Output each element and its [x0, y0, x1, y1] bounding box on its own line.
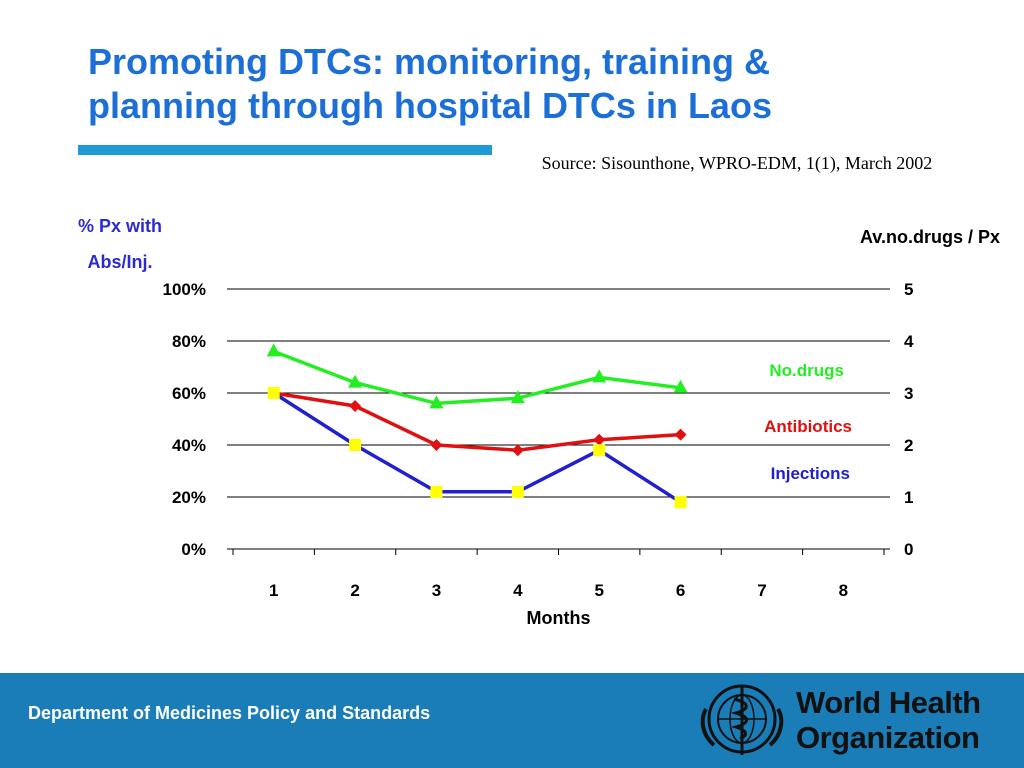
title-underline: [78, 145, 492, 155]
left-axis-title: % Px with Abs/Inj.: [50, 208, 190, 280]
footer-bar: Department of Medicines Policy and Stand…: [0, 673, 1024, 768]
data-point: [673, 379, 688, 393]
series-label: No.drugs: [769, 361, 844, 380]
data-point: [593, 444, 606, 457]
y-tick-label-left: 100%: [163, 280, 206, 299]
y-tick-label-right: 1: [904, 488, 913, 507]
y-tick-label-left: 80%: [172, 332, 206, 351]
data-point: [430, 439, 443, 451]
y-tick-label-left: 0%: [181, 540, 206, 559]
y-tick-label-left: 40%: [172, 436, 206, 455]
x-axis-title: Months: [527, 608, 591, 628]
slide-title: Promoting DTCs: monitoring, training & p…: [88, 41, 772, 126]
line-chart: 100% 5 80% 4 60% 3 40% 2 20% 1 0% 0 1 2 3 4 5 6 7 8 Months No…: [163, 280, 914, 628]
data-point: [349, 439, 362, 451]
data-point: [674, 428, 687, 441]
x-tick-label: 4: [513, 581, 523, 600]
x-tick-label: 5: [594, 581, 603, 600]
x-tick-label: 7: [757, 581, 766, 600]
series-label: Injections: [771, 464, 850, 483]
data-point: [511, 485, 524, 498]
left-axis-title-line-2: Abs/Inj.: [87, 252, 153, 272]
x-tick-label: 8: [839, 581, 848, 600]
x-tick-label: 1: [269, 581, 278, 600]
data-point: [593, 433, 606, 446]
department-name: Department of Medicines Policy and Stand…: [28, 703, 431, 723]
data-point: [430, 485, 443, 498]
data-point: [510, 390, 525, 404]
who-wordmark: World Health Organization: [796, 685, 981, 755]
y-tick-label-left: 20%: [172, 488, 206, 507]
data-point: [592, 369, 607, 383]
who-emblem-icon: [700, 684, 784, 755]
data-point: [348, 374, 363, 388]
y-tick-label-right: 0: [904, 540, 913, 559]
data-point: [511, 444, 524, 457]
x-tick-label: 6: [676, 581, 685, 600]
who-wordmark-line-1: World Health: [796, 685, 981, 720]
y-tick-label-right: 5: [904, 280, 913, 299]
data-point: [267, 387, 280, 399]
x-tick-label: 3: [432, 581, 441, 600]
y-tick-label-left: 60%: [172, 384, 206, 403]
series-label: Antibiotics: [764, 417, 852, 436]
data-point: [429, 395, 444, 409]
series-line: [272, 391, 682, 504]
series-line: [273, 349, 681, 406]
left-axis-title-line-1: % Px with: [77, 216, 162, 236]
x-tick-label: 2: [350, 581, 359, 600]
data-point: [349, 400, 362, 412]
who-wordmark-line-2: Organization: [796, 720, 980, 755]
data-point: [674, 496, 687, 509]
source-citation: Source: Sisounthone, WPRO-EDM, 1(1), Mar…: [541, 153, 933, 173]
y-tick-label-right: 3: [904, 384, 913, 403]
right-axis-title: Av.no.drugs / Px: [859, 227, 1000, 247]
y-tick-label-right: 2: [904, 436, 913, 455]
y-tick-label-right: 4: [904, 332, 914, 351]
data-point: [266, 343, 281, 357]
series-line: [273, 391, 681, 452]
who-logo: World Health Organization: [694, 679, 994, 763]
